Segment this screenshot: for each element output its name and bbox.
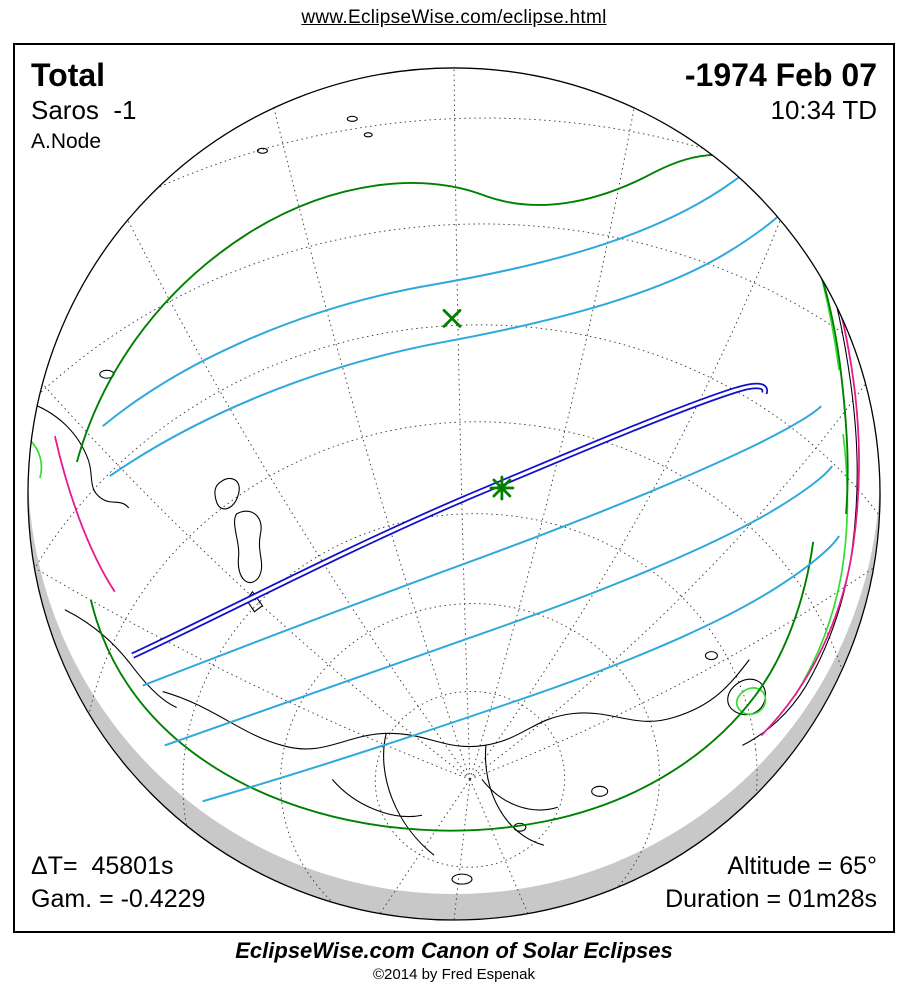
south-america-coast [713,96,858,746]
meridian-line [42,383,471,780]
meridian-line [379,779,471,914]
duration-label: Duration = 01m28s [665,885,877,914]
parallel-line [280,603,660,921]
green-coast-highlight [29,80,849,715]
green-coast-line [716,104,840,371]
southern-penumbral-limit [89,541,815,832]
graticule-meridians [34,67,874,921]
parallel-line [374,691,566,868]
sunset-limit-line [709,99,860,737]
antarctica-detail [331,778,423,817]
antarctica-detail [383,733,435,856]
left-coast [27,401,130,509]
site-url-link[interactable]: www.EclipseWise.com/eclipse.html [301,7,607,28]
island [704,651,718,661]
island-coast [234,510,263,584]
bottom-right-info: Altitude = 65° Duration = 01m28s [665,850,877,918]
globe-outline [27,67,881,921]
parallel-line [27,117,881,921]
globe-map [27,67,881,921]
greatest-eclipse-asterisk-marker [489,475,515,501]
eclipse-lines [54,99,860,832]
island [451,873,473,885]
meridian-line [469,219,781,780]
central-totality-path-core [132,384,767,657]
island [363,132,373,138]
meridian-line [469,107,635,780]
green-coast-line [29,439,43,479]
subsolar-x-marker [442,309,462,328]
antarctica-detail [481,779,558,811]
sunrise-limit-line [54,435,116,593]
meridian-line [469,567,874,780]
magnitude-isoline [102,138,788,427]
meridian-line [127,219,471,780]
island [256,147,268,154]
footer-copyright: ©2014 by Fred Espenak [373,966,535,983]
eclipse-markers [442,309,515,501]
meridian-line [453,67,471,780]
parallel-line [27,223,881,921]
graticule-grid [27,67,881,921]
island [591,785,609,797]
northern-penumbral-limit [75,154,849,515]
graticule-parallels [27,117,881,921]
parallel-line [182,513,758,921]
bottom-left-info: ΔT= 45801s Gam. = -0.4229 [31,850,205,918]
eclipse-type-label: Total [31,57,106,93]
gamma-label: Gam. = -0.4229 [31,885,206,914]
eclipse-date-label: -1974 Feb 07 [684,57,877,93]
parallel-line [27,324,881,921]
eclipse-map-frame: Total Saros -1 A.Node -1974 Feb 07 10:34… [13,43,895,933]
meridian-line [469,383,866,780]
x-icon [442,309,462,328]
island-coast [214,478,240,510]
antarctica-detail [484,745,544,846]
top-right-info: -1974 Feb 07 10:34 TD [685,57,877,128]
meridian-line [273,107,471,780]
meridian-line [453,779,471,921]
magnitude-isoline [142,405,822,687]
coastlines [27,74,858,885]
tierra-del-fuego-coast [727,678,766,716]
node-label: A.Node [31,129,102,153]
magnitude-isoline [202,535,840,803]
island [346,115,358,122]
top-left-info: Total Saros -1 A.Node [31,57,137,155]
asterisk-icon [489,475,515,501]
magnitude-isoline [164,465,833,747]
saros-label: Saros -1 [31,94,137,125]
lower-left-coast [64,609,177,709]
delta-t-label: ΔT= 45801s [31,851,174,880]
magnitude-isoline [109,187,806,477]
island [180,138,190,144]
green-coast-line [735,687,767,715]
central-totality-path [131,382,768,659]
altitude-label: Altitude = 65° [727,851,877,880]
eclipse-time-label: 10:34 TD [770,94,877,125]
footer-title: EclipseWise.com Canon of Solar Eclipses [235,938,673,963]
antarctica-coast [162,659,750,750]
